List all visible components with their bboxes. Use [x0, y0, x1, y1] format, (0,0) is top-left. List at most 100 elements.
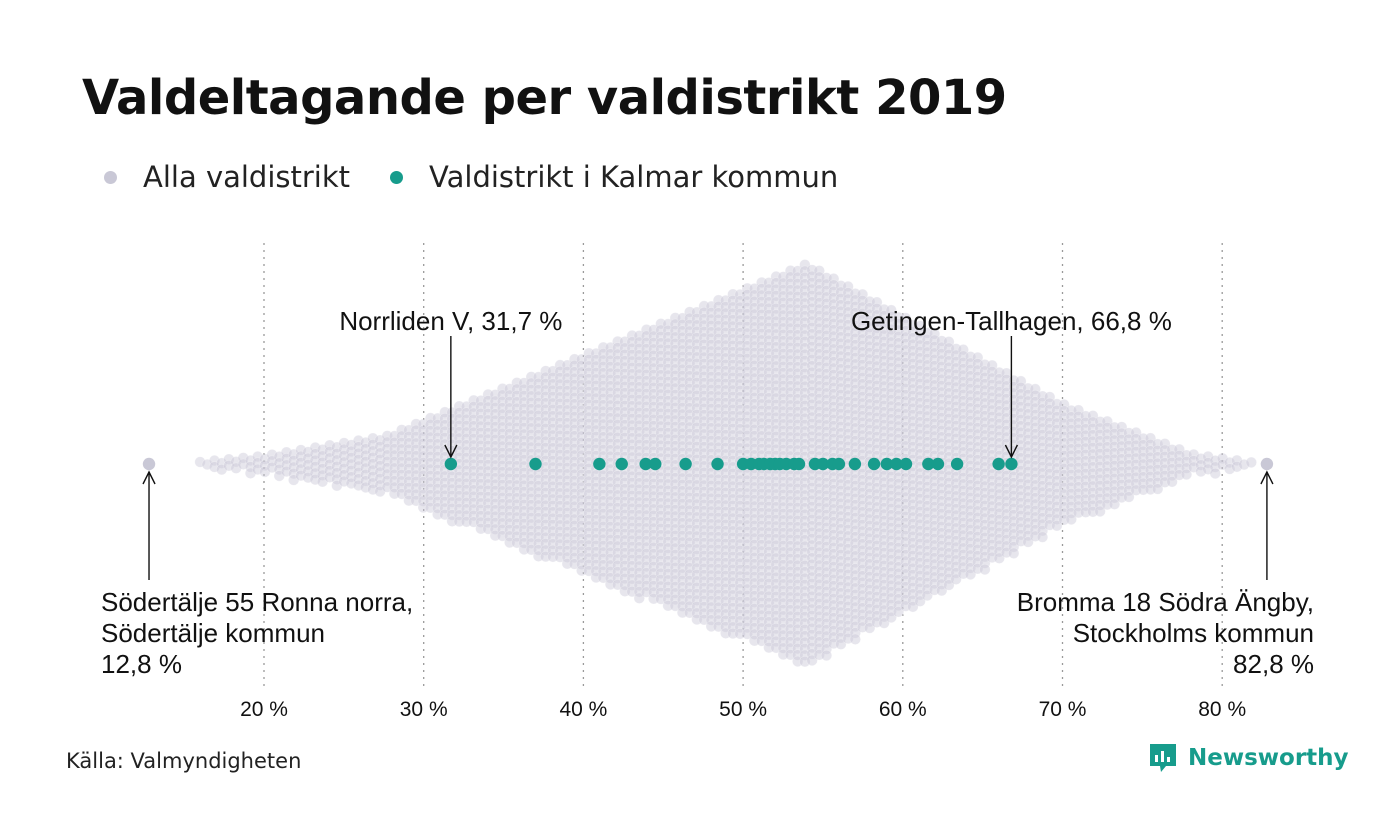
swarm-dot: [432, 476, 444, 489]
swarm-dot: [676, 357, 689, 369]
swarm-dot: [597, 552, 609, 565]
kalmar-point[interactable]: [649, 457, 662, 471]
swarm-dot: [633, 573, 645, 585]
swarm-dot: [612, 419, 624, 431]
swarm-dot: [684, 415, 696, 427]
swarm-dot: [619, 572, 631, 585]
swarm-dot: [597, 540, 609, 552]
kalmar-point[interactable]: [711, 457, 724, 471]
annotation-label: Södertälje kommun: [101, 618, 325, 648]
swarm-dot: [518, 511, 530, 524]
swarm-dot: [396, 488, 408, 500]
swarm-dot: [388, 468, 401, 481]
swarm-dot: [633, 515, 645, 528]
swarm-dot: [568, 545, 581, 557]
swarm-dot: [655, 535, 667, 548]
swarm-dot: [496, 472, 509, 484]
swarm-dot: [705, 499, 717, 511]
swarm-dot: [734, 346, 746, 358]
swarm-dot: [662, 324, 674, 337]
swarm-dot: [662, 548, 674, 561]
swarm-dot: [691, 543, 703, 555]
swarm-dot: [619, 528, 631, 540]
swarm-dot: [352, 441, 365, 453]
swarm-dot: [741, 353, 753, 365]
extreme-district-point[interactable]: [1260, 457, 1274, 471]
kalmar-point[interactable]: [444, 457, 458, 471]
swarm-dot: [727, 448, 739, 460]
swarm-dot: [432, 425, 444, 437]
swarm-dot: [727, 359, 739, 371]
swarm-dot: [504, 428, 516, 440]
swarm-dot: [360, 449, 372, 462]
swarm-dot: [561, 442, 573, 455]
swarm-dot: [662, 446, 674, 458]
kalmar-point[interactable]: [848, 457, 862, 471]
swarm-dot: [604, 533, 617, 546]
swarm-dot: [208, 461, 221, 473]
swarm-dot: [720, 518, 732, 531]
kalmar-point[interactable]: [1005, 457, 1018, 471]
swarm-dot: [640, 439, 653, 451]
swarm-dot: [640, 368, 653, 381]
swarm-dot: [482, 395, 494, 407]
brand[interactable]: Newsworthy: [1148, 742, 1349, 774]
swarm-dot: [698, 415, 710, 427]
swarm-dot: [705, 620, 717, 633]
swarm-dot: [338, 463, 350, 475]
swarm-dot: [741, 346, 753, 359]
swarm-dot: [352, 460, 365, 472]
kalmar-point[interactable]: [899, 457, 913, 471]
swarm-dot: [309, 454, 321, 467]
swarm-dot: [237, 458, 249, 470]
swarm-dot: [446, 483, 458, 495]
swarm-dot: [727, 397, 739, 409]
swarm-dot: [612, 361, 624, 373]
swarm-dot: [727, 327, 739, 339]
swarm-dot: [590, 552, 602, 564]
kalmar-point[interactable]: [615, 457, 628, 471]
swarm-dot: [273, 457, 285, 469]
swarm-dot: [511, 524, 523, 536]
kalmar-point[interactable]: [867, 457, 881, 471]
swarm-dot: [489, 529, 501, 542]
swarm-dot: [482, 440, 494, 452]
kalmar-point[interactable]: [593, 457, 606, 471]
swarm-dot: [691, 505, 703, 517]
kalmar-point[interactable]: [832, 457, 846, 471]
swarm-dot: [568, 468, 581, 481]
swarm-dot: [482, 459, 494, 471]
swarm-dot: [576, 443, 588, 455]
kalmar-point[interactable]: [931, 457, 945, 471]
swarm-dot: [468, 471, 480, 483]
swarm-dot: [676, 376, 689, 388]
extreme-district-point[interactable]: [142, 457, 156, 471]
swarm-dot: [669, 376, 681, 388]
swarm-dot: [626, 419, 638, 431]
swarm-dot: [655, 343, 667, 356]
swarm-dot: [518, 422, 530, 434]
swarm-dot: [619, 521, 631, 533]
swarm-dot: [705, 403, 717, 415]
swarm-dot: [576, 379, 588, 391]
swarm-dot: [727, 576, 739, 588]
swarm-dot: [648, 593, 660, 605]
swarm-dot: [612, 540, 624, 552]
kalmar-point[interactable]: [529, 457, 542, 471]
swarm-dot: [705, 435, 717, 447]
swarm-dot: [460, 484, 473, 496]
kalmar-point[interactable]: [679, 457, 692, 471]
swarm-dot: [655, 510, 667, 522]
kalmar-point[interactable]: [992, 457, 1005, 471]
swarm-dot: [676, 530, 689, 542]
swarm-dot: [597, 514, 609, 526]
swarm-dot: [396, 443, 408, 455]
swarm-dot: [460, 445, 473, 458]
swarm-dot: [640, 573, 653, 585]
swarm-dot: [648, 394, 660, 406]
swarm-dot: [540, 416, 552, 428]
swarm-dot: [662, 318, 674, 330]
kalmar-point[interactable]: [950, 457, 964, 471]
kalmar-point[interactable]: [792, 457, 806, 471]
swarm-dot: [432, 438, 444, 450]
